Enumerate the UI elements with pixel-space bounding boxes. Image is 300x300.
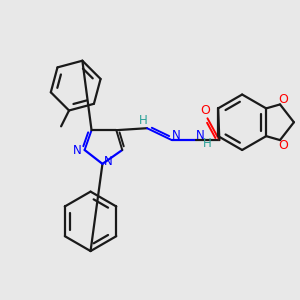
Text: O: O [278,139,288,152]
Text: H: H [139,114,147,127]
Text: H: H [203,136,212,150]
Text: O: O [278,93,288,106]
Text: N: N [73,143,82,157]
Text: N: N [196,129,205,142]
Text: O: O [200,104,210,117]
Text: N: N [171,129,180,142]
Text: N: N [104,155,113,168]
